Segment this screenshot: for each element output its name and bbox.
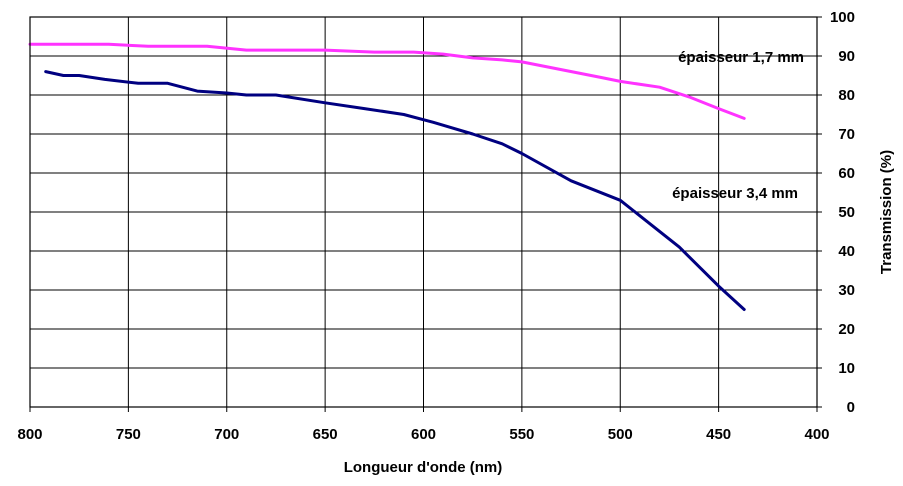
x-axis-ticks: 800 750 700 650 600 550 500 450 400 <box>17 407 830 443</box>
series-line-1 <box>28 42 746 120</box>
series-label-3-4mm: épaisseur 3,4 mm <box>672 185 798 202</box>
x-tick-label-600: 600 <box>411 426 436 443</box>
x-tick-label-400: 400 <box>804 426 829 443</box>
series-line-2 <box>44 70 746 311</box>
x-tick-label-500: 500 <box>608 426 633 443</box>
x-axis-title: Longueur d'onde (nm) <box>344 459 503 476</box>
grid <box>30 17 817 407</box>
y-axis-title: Transmission (%) <box>878 150 895 274</box>
series-lines <box>28 42 746 311</box>
y-tick-label-30: 30 <box>838 282 855 299</box>
x-tick-label-550: 550 <box>509 426 534 443</box>
y-tick-label-80: 80 <box>838 87 855 104</box>
y-tick-label-40: 40 <box>838 243 855 260</box>
y-tick-label-20: 20 <box>838 321 855 338</box>
x-tick-label-650: 650 <box>313 426 338 443</box>
x-tick-label-800: 800 <box>17 426 42 443</box>
x-tick-label-750: 750 <box>116 426 141 443</box>
y-tick-label-50: 50 <box>838 204 855 221</box>
x-tick-label-450: 450 <box>706 426 731 443</box>
y-axis-ticks: 0 10 20 30 40 50 60 70 80 90 100 <box>817 9 855 416</box>
y-tick-label-10: 10 <box>838 360 855 377</box>
y-tick-label-60: 60 <box>838 165 855 182</box>
y-tick-label-70: 70 <box>838 126 855 143</box>
y-tick-label-90: 90 <box>838 48 855 65</box>
x-tick-label-700: 700 <box>214 426 239 443</box>
series-label-1-7mm: épaisseur 1,7 mm <box>678 49 804 66</box>
y-tick-label-0: 0 <box>847 399 855 416</box>
y-tick-label-100: 100 <box>830 9 855 26</box>
